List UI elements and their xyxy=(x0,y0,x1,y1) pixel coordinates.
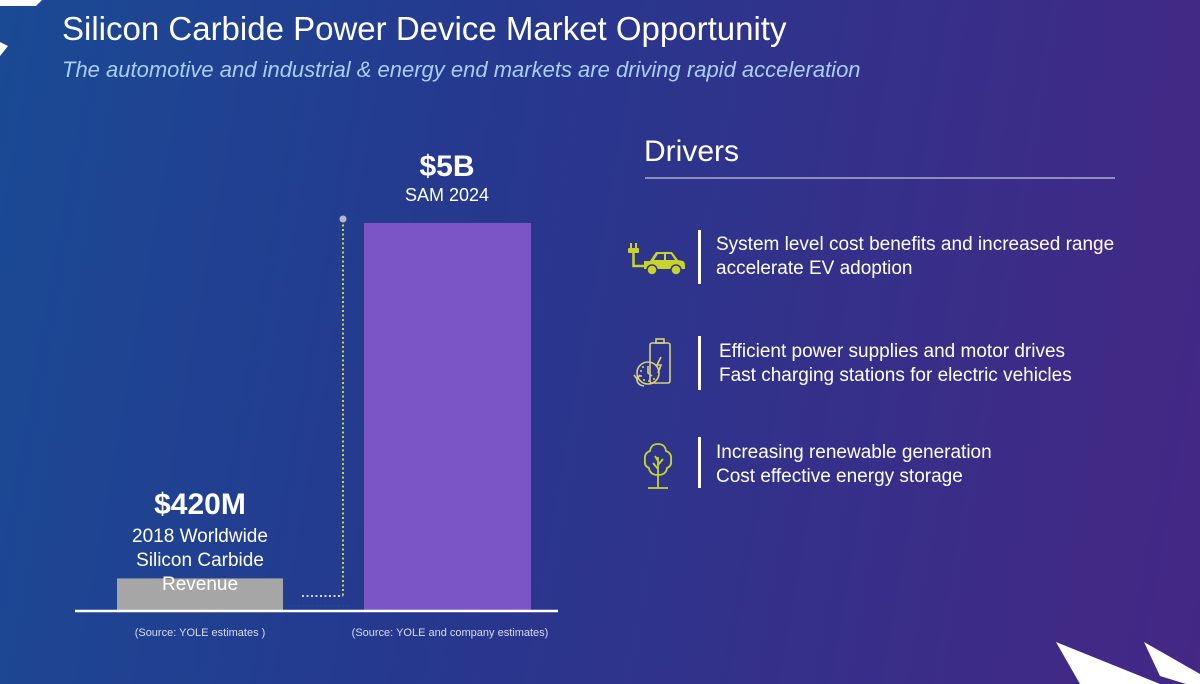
driver-text: System level cost benefits and increased… xyxy=(716,233,1114,281)
source-note: (Source: YOLE estimates ) xyxy=(135,627,266,639)
driver-line: Efficient power supplies and motor drive… xyxy=(719,341,1066,362)
slide-subtitle: The automotive and industrial & energy e… xyxy=(62,57,861,82)
market-bar-chart: $420M 2018 Worldwide Silicon Carbide Revenu… xyxy=(117,150,549,639)
driver-line: accelerate EV adoption xyxy=(716,258,913,279)
driver-line: Increasing renewable generation xyxy=(716,442,992,463)
drivers-heading: Drivers xyxy=(644,135,739,168)
brand-logo-mark xyxy=(1056,642,1200,684)
drivers-divider xyxy=(645,177,1115,179)
electric-car-icon xyxy=(628,243,685,276)
tree-icon xyxy=(643,443,673,489)
driver-line: Cost effective energy storage xyxy=(716,466,963,487)
bar-2018-revenue xyxy=(117,578,283,611)
driver-divider xyxy=(698,437,701,488)
bar-description-line: 2018 Worldwide xyxy=(132,526,268,547)
connector-endpoint xyxy=(339,215,347,223)
slide-title: Silicon Carbide Power Device Market Oppo… xyxy=(62,10,787,47)
bar-value-label: $5B xyxy=(419,150,474,183)
bar-description-line: Silicon Carbide xyxy=(136,550,264,571)
driver-divider xyxy=(698,336,701,390)
driver-line: Fast charging stations for electric vehi… xyxy=(719,365,1072,386)
driver-divider xyxy=(698,230,701,284)
driver-text: Efficient power supplies and motor drive… xyxy=(719,340,1072,388)
bar-sam-2024 xyxy=(364,223,531,611)
corner-decoration xyxy=(0,0,42,56)
bar-description-line: Revenue xyxy=(162,574,238,595)
battery-charging-icon xyxy=(633,338,671,387)
source-note: (Source: YOLE and company estimates) xyxy=(352,627,549,639)
driver-line: System level cost benefits and increased… xyxy=(716,234,1115,255)
bar-description-line: SAM 2024 xyxy=(405,185,489,205)
bar-value-label: $420M xyxy=(154,488,246,521)
driver-text: Increasing renewable generation Cost eff… xyxy=(716,441,992,489)
